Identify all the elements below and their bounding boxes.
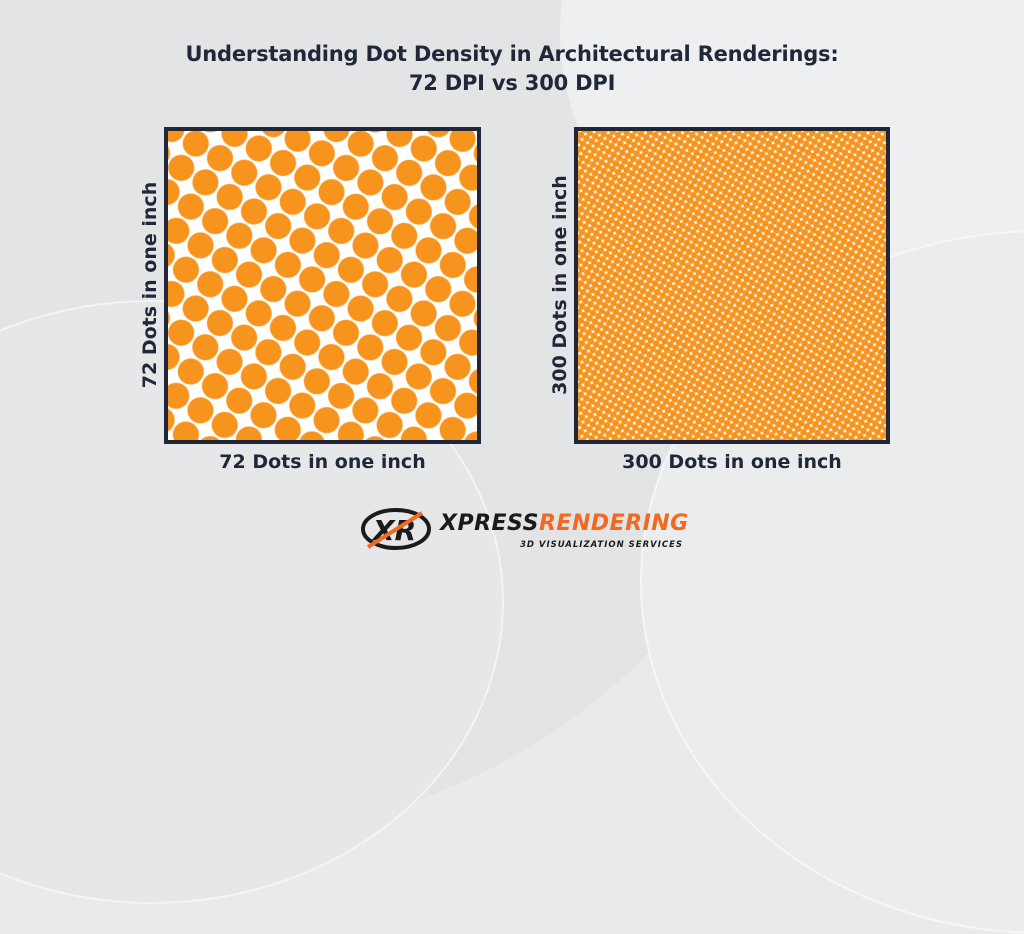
xr-logo-icon: XR bbox=[361, 508, 431, 550]
y-label-300dpi: 300 Dots in one inch bbox=[549, 175, 571, 395]
panel-300dpi bbox=[574, 127, 890, 444]
brand-tagline: 3D VISUALIZATION SERVICES bbox=[520, 540, 684, 550]
x-label-72dpi: 72 Dots in one inch bbox=[219, 451, 426, 473]
title-line-1: Understanding Dot Density in Architectur… bbox=[185, 42, 839, 66]
brand-logo: XR XPRESSRENDERING 3D VISUALIZATION SERV… bbox=[360, 505, 688, 555]
dot-pattern-300dpi bbox=[578, 131, 886, 440]
x-label-300dpi: 300 Dots in one inch bbox=[622, 451, 842, 473]
brand-wordmark: XPRESSRENDERING bbox=[440, 511, 689, 536]
title-line-2: 72 DPI vs 300 DPI bbox=[408, 71, 616, 95]
page-title: Understanding Dot Density in Architectur… bbox=[0, 40, 1024, 98]
dot-pattern-72dpi bbox=[168, 131, 477, 440]
y-label-72dpi: 72 Dots in one inch bbox=[139, 181, 161, 389]
panel-72dpi bbox=[164, 127, 481, 444]
